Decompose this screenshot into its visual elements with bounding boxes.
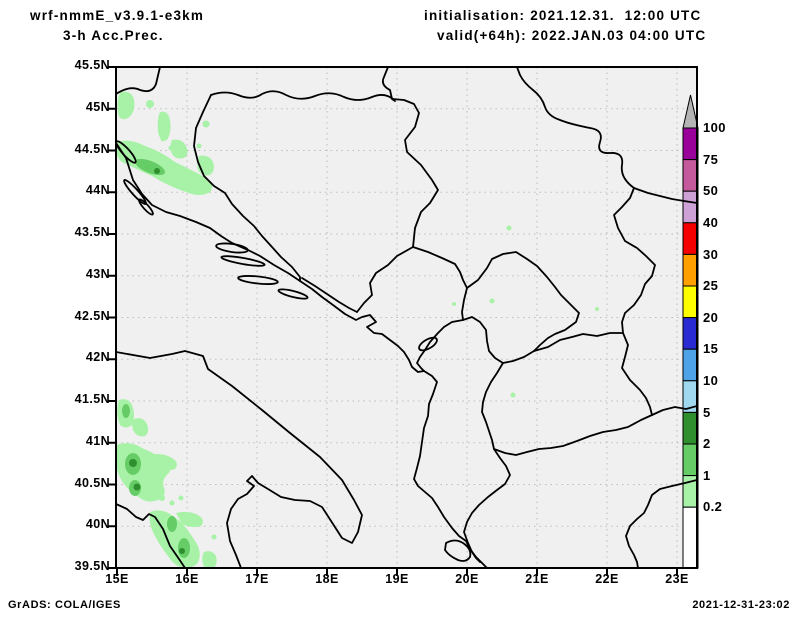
country-borders xyxy=(116,67,697,568)
lon-label: 21E xyxy=(525,572,549,586)
colorbar-label: 5 xyxy=(703,404,711,420)
border-albania-greece xyxy=(463,448,511,563)
island-brac xyxy=(215,242,249,254)
border-kosovo xyxy=(461,251,580,364)
border-danube-serbia-romania xyxy=(516,67,635,189)
colorbar-label: 50 xyxy=(703,183,719,198)
border-nmacedonia-west-south xyxy=(481,362,653,456)
colorbar-label: 2 xyxy=(703,436,711,451)
lon-label: 22E xyxy=(595,572,619,586)
lon-label: 20E xyxy=(455,572,479,586)
border-serbia-nmacedonia xyxy=(533,332,624,352)
lat-label: 42N xyxy=(85,350,110,364)
lat-label: 41N xyxy=(85,434,110,448)
border-dubrovnik-strip xyxy=(301,277,358,313)
precip-dark-group xyxy=(129,168,185,554)
product-title: 3-h Acc.Prec. xyxy=(63,28,164,43)
lat-label: 45.5N xyxy=(74,58,110,72)
colorbar-label: 75 xyxy=(703,151,719,167)
lat-label: 40N xyxy=(85,517,110,531)
island-corfu xyxy=(444,539,472,562)
lon-label: 23E xyxy=(665,572,689,586)
colorbar-label: 0.2 xyxy=(703,499,723,514)
lon-tick-marks xyxy=(116,568,678,576)
island-kornati xyxy=(138,198,154,216)
coast-italy-tyrrhenian xyxy=(116,503,186,568)
lat-label: 40.5N xyxy=(74,475,110,490)
colorbar-label: 25 xyxy=(703,278,719,293)
lat-label: 44N xyxy=(85,183,110,197)
colorbar-label: 10 xyxy=(703,373,719,388)
lon-label: 19E xyxy=(385,572,409,586)
colorbar-label: 15 xyxy=(703,341,719,356)
border-bosnia-montenegro xyxy=(356,246,414,313)
model-title: wrf-nmmE_v3.9.1-e3km xyxy=(30,8,205,23)
lon-label: 17E xyxy=(245,572,269,586)
init-time-label: initialisation: 2021.12.31. 12:00 UTC xyxy=(424,8,702,23)
colorbar-label: 100 xyxy=(703,120,726,135)
border-danube-romania-bulgaria xyxy=(633,187,697,204)
border-nmacedonia-bulgaria xyxy=(621,332,653,416)
island-mljet xyxy=(277,288,309,300)
border-greece-bulgaria xyxy=(651,405,697,416)
lat-label: 44.5N xyxy=(74,141,110,156)
lat-label: 45N xyxy=(85,100,110,114)
plot-timestamp: 2021-12-31-23:02 xyxy=(692,599,790,611)
lat-label: 42.5N xyxy=(74,308,110,323)
lon-label: 16E xyxy=(175,572,199,586)
colorbar-label: 40 xyxy=(703,215,719,230)
border-montenegro-albania xyxy=(416,319,464,372)
lat-tick-marks xyxy=(108,66,116,569)
island-korcula xyxy=(237,275,279,285)
lat-label: 43.5N xyxy=(74,225,110,239)
lake-skadar xyxy=(418,336,438,352)
colorbar-label: 20 xyxy=(703,309,719,325)
island-hvar xyxy=(220,255,266,267)
border-montenegro-serbia xyxy=(412,246,468,289)
grid-lines xyxy=(116,67,697,568)
colorbar-label: 1 xyxy=(703,467,711,483)
precip-shading xyxy=(116,91,599,568)
coast-italy-adriatic xyxy=(116,350,363,568)
lat-label: 39.5N xyxy=(74,559,110,573)
map-background xyxy=(116,67,697,568)
coast-east-adriatic xyxy=(116,142,488,568)
border-croatia-serbia xyxy=(381,67,396,102)
colorbar xyxy=(682,94,699,569)
border-bosnia-west xyxy=(193,94,301,282)
lon-label: 18E xyxy=(315,572,339,586)
lat-label: 43N xyxy=(85,267,110,281)
colorbar-label: 30 xyxy=(703,246,719,262)
border-serbia-bulgaria xyxy=(613,187,656,334)
lat-label: 41.5N xyxy=(74,392,110,406)
axes xyxy=(108,66,698,576)
lon-label: 15E xyxy=(105,572,129,586)
grads-credit: GrADS: COLA/IGES xyxy=(8,599,121,611)
coast-greece-thermaic xyxy=(625,479,697,568)
border-slovenia-croatia xyxy=(116,67,161,95)
valid-time-label: valid(+64h): 2022.JAN.03 04:00 UTC xyxy=(437,28,707,43)
